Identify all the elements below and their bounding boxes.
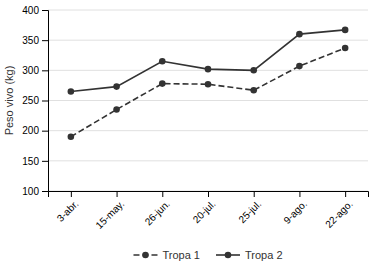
point	[113, 106, 120, 113]
point	[250, 87, 257, 94]
point	[342, 45, 349, 52]
grid-line	[48, 160, 368, 161]
y-tick-mark	[42, 70, 48, 71]
point	[113, 83, 120, 90]
x-tick-label: 25-jul.	[236, 198, 263, 225]
y-tick-mark	[42, 131, 48, 132]
y-tick-mark	[42, 191, 48, 192]
grid-line	[48, 40, 368, 41]
y-axis-title: Peso vivo (kg)	[3, 66, 15, 136]
x-tick: 22-ago.	[323, 191, 355, 230]
legend-marker	[225, 252, 232, 259]
grid-line	[48, 100, 368, 101]
x-tick-label: 15-may.	[93, 198, 126, 231]
grid	[48, 10, 368, 191]
legend-item: Tropa 2	[216, 249, 283, 261]
point	[68, 133, 75, 140]
y-tick-label: 150	[22, 156, 39, 167]
legend-item: Tropa 1	[133, 249, 200, 261]
point	[342, 27, 349, 34]
point	[159, 80, 166, 87]
x-tick-label: 9-ago.	[281, 198, 309, 226]
x-tick-label: 22-ago.	[323, 198, 355, 230]
x-tick: 20-jul.	[191, 191, 218, 225]
x-tick: 15-may.	[93, 191, 126, 231]
point	[205, 81, 212, 88]
y-tick-label: 250	[22, 95, 39, 106]
x-tick-mark	[71, 191, 72, 197]
legend-label: Tropa 1	[162, 249, 200, 261]
y-axis: 100 150 200 250 300 350 400	[22, 5, 48, 197]
y-tick: 350	[22, 35, 48, 46]
y-tick: 400	[22, 5, 48, 16]
x-tick: 3-abr.	[55, 191, 81, 224]
y-tick: 300	[22, 65, 48, 76]
point	[68, 88, 75, 95]
y-tick: 250	[22, 95, 48, 106]
x-tick-mark	[299, 191, 300, 197]
x-tick-mark	[208, 191, 209, 197]
point	[296, 31, 303, 38]
legend-marker	[142, 252, 149, 259]
series-group	[68, 27, 349, 140]
y-tick: 100	[22, 186, 48, 197]
series-line	[71, 48, 345, 137]
y-tick-label: 100	[22, 186, 39, 197]
plot: 100 150 200 250 300 350 400 3-abr. 15-may. 26-jun…	[22, 5, 368, 231]
x-axis: 3-abr. 15-may. 26-jun. 20-jul. 25-jul. 9-ago.…	[49, 191, 369, 231]
y-tick-label: 400	[22, 5, 39, 16]
x-tick: 26-jun.	[143, 191, 172, 227]
grid-line	[48, 130, 368, 131]
point	[296, 63, 303, 70]
series-line	[71, 30, 345, 92]
x-tick: 25-jul.	[236, 191, 263, 225]
y-tick-mark	[42, 40, 48, 41]
point	[159, 58, 166, 65]
chart: 100 150 200 250 300 350 400 3-abr. 15-may. 26-jun…	[0, 0, 382, 265]
point	[205, 66, 212, 73]
y-tick: 200	[22, 125, 48, 136]
x-tick: 9-ago.	[281, 191, 309, 226]
y-tick-label: 350	[22, 35, 39, 46]
legend-label: Tropa 2	[245, 249, 283, 261]
x-tick-mark	[117, 191, 118, 197]
y-tick-mark	[42, 10, 48, 11]
x-tick-label: 26-jun.	[143, 198, 172, 227]
x-axis-line	[49, 192, 369, 198]
x-tick-mark	[254, 191, 255, 197]
x-tick-label: 3-abr.	[55, 198, 81, 224]
x-tick-mark	[162, 191, 163, 197]
x-tick-label: 20-jul.	[191, 198, 218, 225]
x-tick-mark	[345, 191, 346, 197]
grid-line	[48, 10, 368, 11]
y-tick: 150	[22, 156, 48, 167]
legend: Tropa 1 Tropa 2	[133, 249, 282, 261]
y-tick-mark	[42, 161, 48, 162]
y-tick-mark	[42, 101, 48, 102]
y-tick-label: 200	[22, 125, 39, 136]
point	[250, 67, 257, 74]
y-tick-label: 300	[22, 65, 39, 76]
y-axis-line	[42, 11, 49, 192]
